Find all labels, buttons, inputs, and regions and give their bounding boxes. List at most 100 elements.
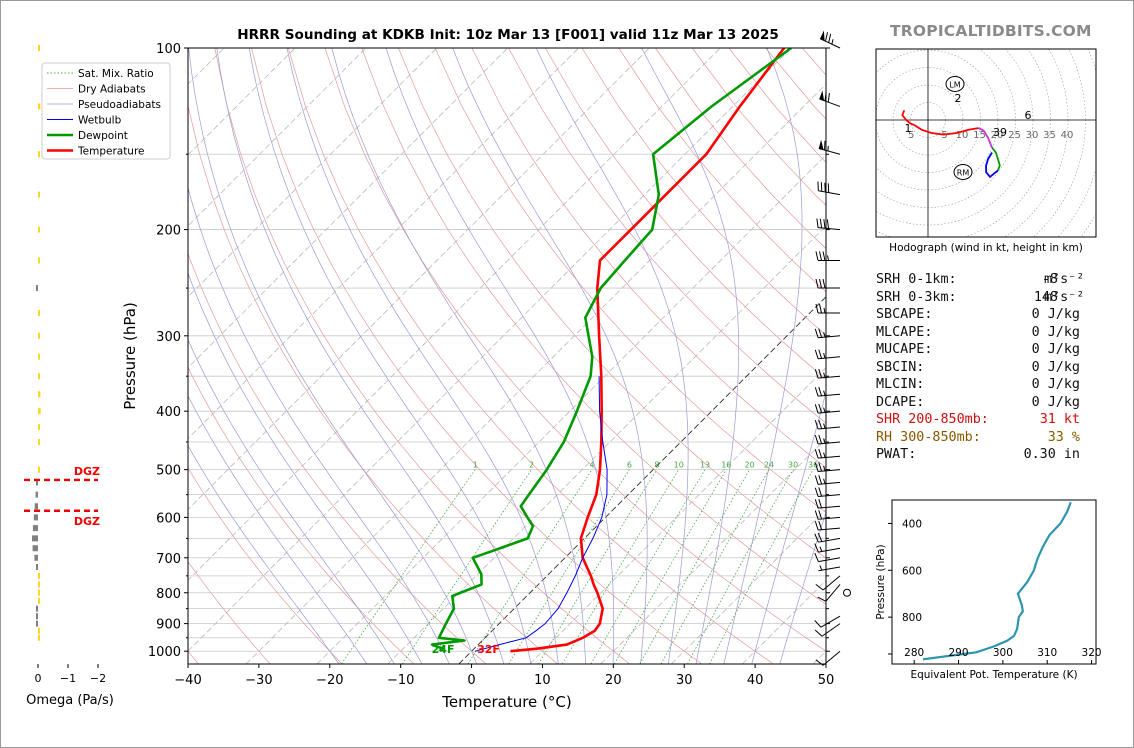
moist-adiabat bbox=[641, 48, 739, 664]
barb-flag bbox=[827, 92, 830, 103]
stat-pwat: PWAT: 0.30 in bbox=[876, 447, 1116, 465]
moist-adiabat bbox=[452, 48, 648, 664]
barb-flag bbox=[818, 403, 823, 413]
stat-sbcape-label: SBCAPE: bbox=[876, 307, 933, 322]
hodo-ring-label: 5 bbox=[908, 130, 914, 141]
mixing-ratio-label: 2 bbox=[529, 461, 534, 470]
storm-motion-marker bbox=[953, 164, 973, 180]
theta-e-y-tick-label: 400 bbox=[902, 518, 922, 530]
barb-half-flag bbox=[823, 465, 826, 472]
wind-barb bbox=[814, 419, 841, 430]
wind-barb bbox=[814, 368, 841, 379]
mixing-ratio-label: 13 bbox=[700, 461, 710, 470]
barb-half-flag bbox=[823, 407, 826, 413]
stat-shear-value: 31 kt bbox=[1039, 412, 1080, 427]
dry-adiabat bbox=[324, 48, 826, 652]
barb-staff bbox=[818, 505, 841, 509]
stat-mlcape: MLCAPE: 0 J/kg bbox=[876, 325, 1116, 343]
barb-flag bbox=[814, 552, 819, 562]
x-tick-label: −20 bbox=[316, 673, 343, 688]
omega-bar bbox=[38, 151, 40, 158]
barb-half-flag bbox=[823, 390, 826, 396]
y-tick-label: 100 bbox=[156, 42, 181, 57]
brand-logo: TROPICALTIDBITS.COM bbox=[890, 22, 1092, 40]
hodo-ring-label: 20 bbox=[991, 130, 1004, 141]
omega-bar bbox=[38, 634, 40, 641]
moist-adiabat bbox=[188, 272, 423, 664]
barb-staff bbox=[818, 547, 841, 553]
mixing-ratio-label: 30 bbox=[788, 461, 798, 470]
omega-bar bbox=[36, 563, 38, 570]
omega-bar bbox=[32, 545, 38, 552]
mixing-ratio-label: 36 bbox=[808, 461, 818, 470]
mixing-ratio-label: 1 bbox=[473, 461, 478, 470]
barb-flag bbox=[817, 596, 827, 602]
x-tick-label: 50 bbox=[818, 673, 835, 688]
isotherm bbox=[188, 48, 721, 581]
barb-half-flag bbox=[819, 565, 823, 571]
legend-label: Wetbulb bbox=[78, 115, 122, 127]
hodo-segment bbox=[913, 124, 979, 136]
moist-adiabat bbox=[751, 391, 826, 664]
wind-barb bbox=[814, 403, 841, 414]
barb-flag bbox=[815, 303, 819, 314]
isotherm bbox=[188, 48, 792, 652]
series-dewpoint bbox=[430, 48, 792, 653]
moist-adiabat bbox=[535, 48, 689, 664]
x-tick-label: −40 bbox=[174, 673, 201, 688]
stat-rh-label: RH 300-850mb: bbox=[876, 429, 981, 445]
stat-rh-value: 33 % bbox=[1047, 429, 1080, 445]
omega-bar bbox=[36, 620, 38, 627]
barb-staff bbox=[818, 356, 841, 360]
isotherm bbox=[188, 48, 508, 369]
x-axis-label: Temperature (°C) bbox=[441, 693, 571, 711]
theta-e-x-tick-label: 310 bbox=[1037, 647, 1057, 659]
dry-adiabat bbox=[188, 467, 343, 664]
hodo-ring-label: 40 bbox=[1061, 130, 1074, 141]
omega-axis-label: Omega (Pa/s) bbox=[26, 693, 114, 708]
mixing-ratio-line bbox=[660, 469, 770, 664]
barb-flag bbox=[828, 33, 832, 43]
barb-staff bbox=[820, 615, 841, 628]
theta-e-plot bbox=[922, 501, 1072, 661]
stat-srh01: SRH 0-1km: -8 m²s⁻² bbox=[876, 272, 1116, 290]
y-tick-label: 500 bbox=[156, 464, 181, 479]
x-tick-label: −30 bbox=[245, 673, 272, 688]
dry-adiabat bbox=[361, 48, 826, 605]
moist-adiabat bbox=[385, 48, 615, 664]
mixing-ratio-label: 4 bbox=[589, 461, 594, 470]
theta-e-x-tick-label: 320 bbox=[1082, 647, 1102, 659]
theta-e-y-tick-label: 800 bbox=[902, 612, 922, 624]
barb-half-flag bbox=[819, 546, 823, 552]
stat-mucape-label: MUCAPE: bbox=[876, 342, 933, 357]
omega-bar bbox=[36, 613, 38, 620]
y-tick-label: 1000 bbox=[148, 645, 181, 660]
barb-half-flag bbox=[823, 332, 826, 338]
surface-temperature-label: 32F bbox=[477, 643, 500, 656]
omega-bar bbox=[38, 408, 41, 415]
stat-dcape-label: DCAPE: bbox=[876, 394, 925, 410]
wind-barb bbox=[815, 251, 840, 261]
barb-flag bbox=[818, 487, 823, 497]
barb-flag bbox=[818, 368, 823, 378]
barb-flag bbox=[818, 386, 823, 397]
y-tick-label: 700 bbox=[156, 552, 181, 567]
omega-bar bbox=[38, 597, 40, 604]
omega-bar bbox=[38, 424, 40, 431]
omega-bar bbox=[38, 373, 41, 380]
isotherm bbox=[0, 48, 11, 664]
wind-barb bbox=[814, 434, 841, 445]
hodo-ring-label: 30 bbox=[1026, 130, 1039, 141]
omega-bar bbox=[32, 525, 38, 532]
y-tick-label: 200 bbox=[156, 224, 181, 239]
barb-flag bbox=[818, 419, 823, 429]
stat-mlcape-value: 0 J/kg bbox=[1031, 324, 1080, 340]
hodo-height-label: 39 bbox=[993, 126, 1007, 139]
dry-adiabat bbox=[188, 561, 271, 664]
legend-label: Sat. Mix. Ratio bbox=[78, 68, 154, 80]
mixing-ratio-line bbox=[467, 469, 593, 664]
wind-barb bbox=[814, 623, 841, 637]
barb-staff bbox=[821, 623, 841, 637]
omega-bar bbox=[38, 439, 40, 446]
omega-bar bbox=[38, 572, 40, 579]
